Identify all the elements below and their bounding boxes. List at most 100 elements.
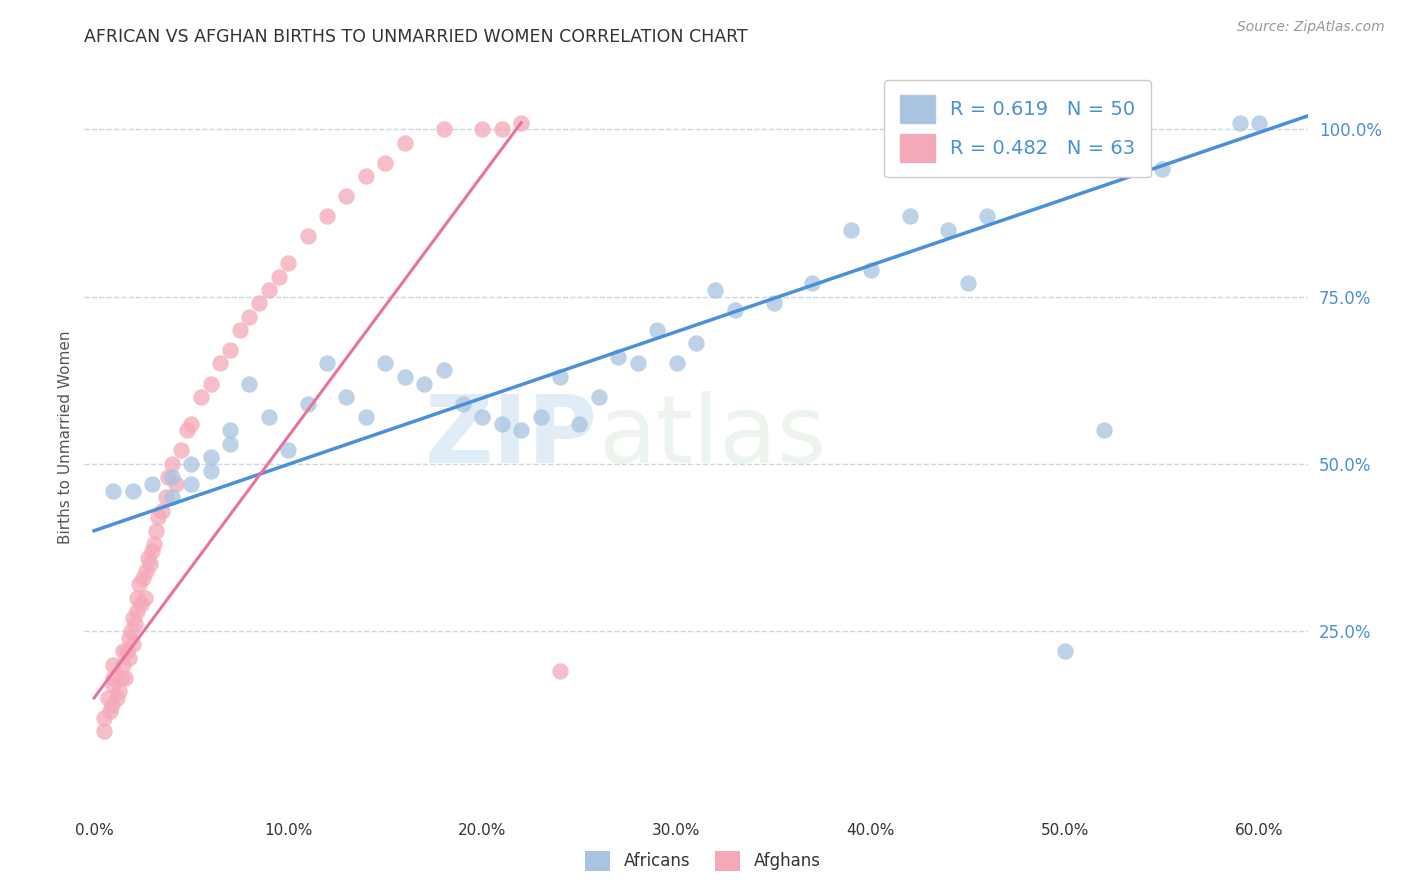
Point [1092,424,1115,438]
Point [108,684,131,698]
Point [238,376,260,391]
Point [118,631,141,645]
Point [413,376,436,391]
Point [665,356,688,371]
Point [394,369,416,384]
Point [510,115,533,129]
Text: atlas: atlas [598,391,827,483]
Point [115,644,138,658]
Point [297,396,319,410]
Point [143,537,166,551]
Point [93,711,115,725]
Point [98,705,121,719]
Point [122,611,145,625]
Point [146,510,169,524]
Legend: R = 0.619   N = 50, R = 0.482   N = 63: R = 0.619 N = 50, R = 0.482 N = 63 [884,79,1152,178]
Point [1229,115,1251,129]
Point [471,410,494,425]
Point [627,356,650,371]
Point [145,524,167,538]
Point [685,336,707,351]
Point [180,476,202,491]
Point [335,189,357,203]
Point [354,169,377,184]
Point [801,277,824,291]
Point [432,122,454,136]
Point [568,417,591,431]
Point [548,369,571,384]
Point [316,356,339,371]
Point [374,356,396,371]
Point [1053,644,1076,658]
Point [156,470,179,484]
Point [238,310,260,324]
Point [103,483,125,498]
Point [491,417,513,431]
Point [209,356,232,371]
Point [103,678,125,692]
Point [131,571,153,585]
Point [491,122,513,136]
Point [267,269,290,284]
Point [170,443,193,458]
Point [176,424,198,438]
Point [129,598,152,612]
Point [898,210,921,224]
Point [762,296,785,310]
Point [374,156,396,170]
Point [180,417,202,431]
Point [112,644,135,658]
Point [704,283,727,297]
Point [316,210,339,224]
Point [219,437,242,451]
Point [607,350,630,364]
Point [510,424,533,438]
Point [125,591,148,605]
Point [114,671,136,685]
Point [110,671,132,685]
Point [160,470,183,484]
Point [394,136,416,150]
Point [139,557,162,572]
Point [124,617,146,632]
Point [141,476,163,491]
Point [228,323,250,337]
Point [956,277,979,291]
Point [200,376,222,391]
Point [97,691,120,706]
Point [335,390,357,404]
Point [165,476,187,491]
Point [297,229,319,244]
Point [160,457,183,471]
Point [100,698,122,712]
Point [138,550,160,565]
Y-axis label: Births to Unmarried Women: Births to Unmarried Women [58,330,73,544]
Point [530,410,553,425]
Point [1150,162,1173,177]
Point [134,591,156,605]
Point [219,424,242,438]
Point [93,724,115,739]
Point [103,671,125,685]
Point [645,323,668,337]
Point [588,390,610,404]
Point [141,544,163,558]
Point [839,223,862,237]
Point [105,691,128,706]
Point [180,457,202,471]
Text: AFRICAN VS AFGHAN BIRTHS TO UNMARRIED WOMEN CORRELATION CHART: AFRICAN VS AFGHAN BIRTHS TO UNMARRIED WO… [84,28,748,45]
Point [219,343,242,358]
Point [432,363,454,377]
Point [135,564,157,578]
Point [1247,115,1270,129]
Point [103,657,125,672]
Point [724,303,747,318]
Point [125,604,148,618]
Point [451,396,474,410]
Point [247,296,270,310]
Point [471,122,494,136]
Text: Source: ZipAtlas.com: Source: ZipAtlas.com [1237,20,1385,34]
Text: ZIP: ZIP [425,391,598,483]
Point [155,491,177,505]
Point [354,410,377,425]
